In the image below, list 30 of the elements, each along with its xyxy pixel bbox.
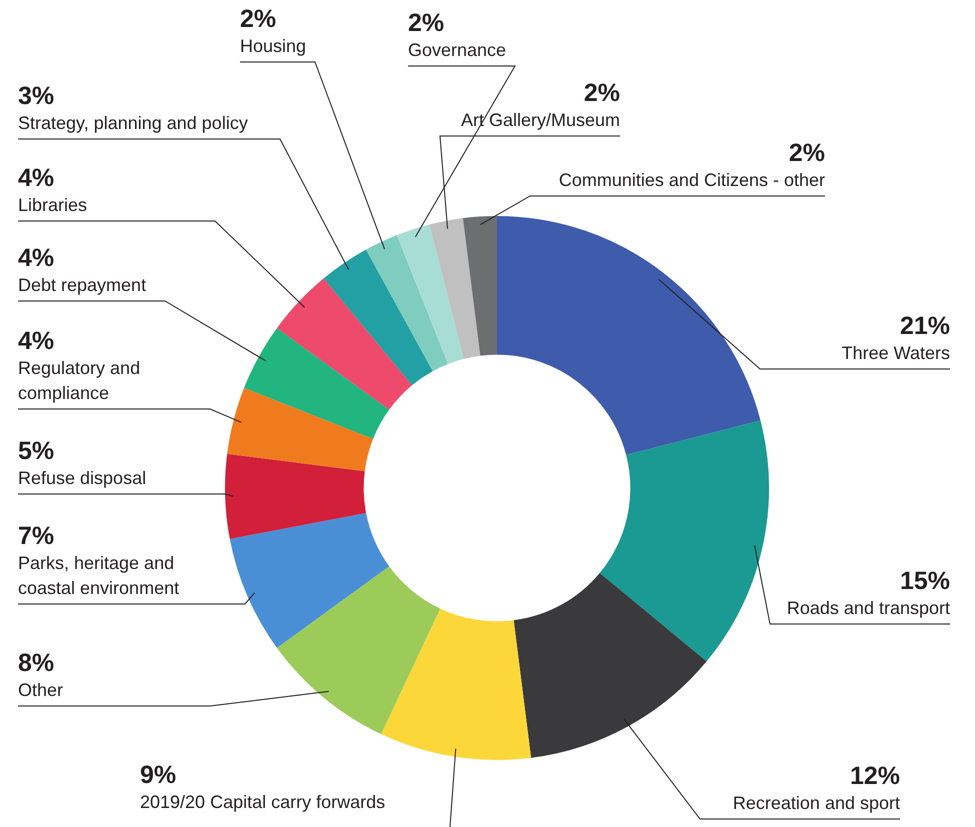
data-label: 2% bbox=[408, 9, 444, 37]
slice-label: Other bbox=[18, 680, 64, 700]
slice-label: Regulatory and compliance bbox=[18, 358, 140, 403]
data-label: 2% bbox=[788, 139, 825, 167]
data-label: 21% bbox=[900, 312, 950, 340]
slice-label: Libraries bbox=[18, 195, 88, 215]
slice-label: 2019/20 Capital carry forwards bbox=[140, 792, 386, 812]
data-label: 4% bbox=[18, 164, 54, 192]
data-label: 2% bbox=[240, 5, 276, 33]
data-label: 3% bbox=[18, 82, 54, 110]
slice-label: Recreation and sport bbox=[732, 793, 900, 813]
data-label: 9% bbox=[140, 761, 176, 789]
data-label: 7% bbox=[18, 522, 54, 550]
slice-label: Strategy, planning and policy bbox=[18, 113, 248, 133]
data-label: 4% bbox=[18, 244, 54, 272]
slice-label: Governance bbox=[408, 40, 506, 60]
slice-label: Three Waters bbox=[842, 343, 950, 363]
slice-label: Parks, heritage and coastal environment bbox=[18, 553, 180, 598]
data-label: 15% bbox=[900, 567, 950, 595]
slice-label: Debt repayment bbox=[18, 275, 146, 295]
slice-label: Communities and Citizens - other bbox=[558, 170, 826, 190]
data-label: 4% bbox=[18, 327, 54, 355]
slice-label: Housing bbox=[240, 36, 306, 56]
slice-label: Art Gallery/Museum bbox=[460, 110, 620, 130]
slice-label: Roads and transport bbox=[786, 598, 950, 618]
data-label: 2% bbox=[584, 79, 620, 107]
data-label: 5% bbox=[18, 437, 54, 465]
data-label: 12% bbox=[850, 762, 900, 790]
data-label: 8% bbox=[18, 649, 54, 677]
slice-label: Refuse disposal bbox=[18, 468, 146, 488]
